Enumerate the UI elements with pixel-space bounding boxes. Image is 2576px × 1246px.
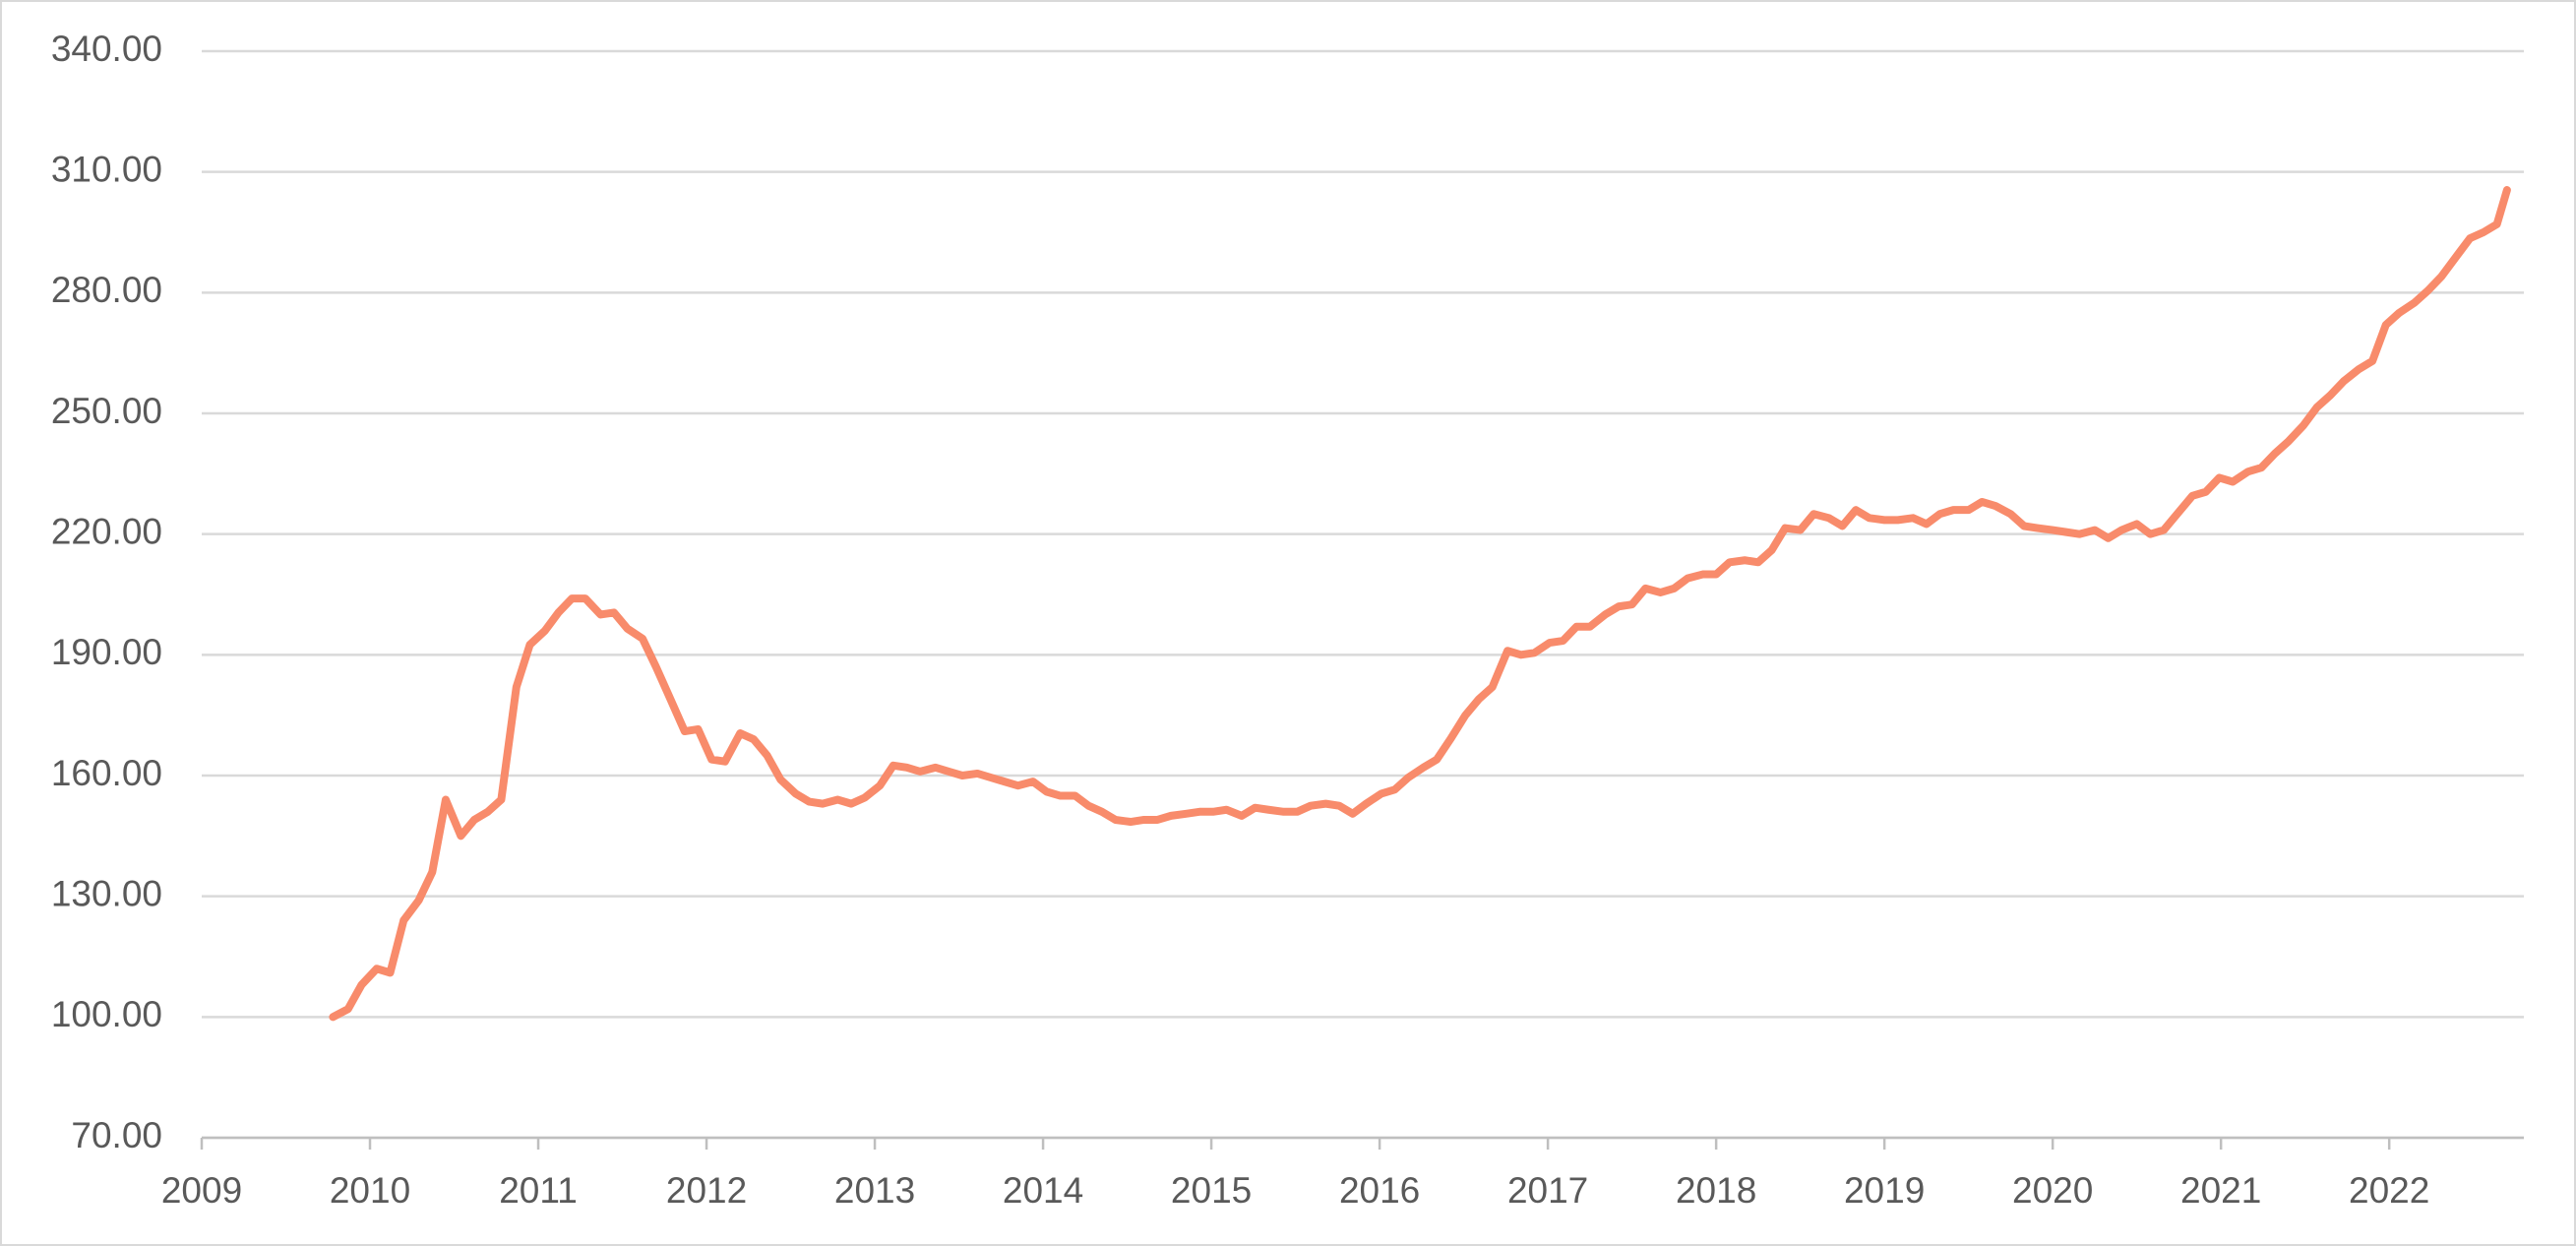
x-tick-label: 2017 (1507, 1170, 1588, 1211)
y-tick-label: 130.00 (51, 873, 162, 913)
x-tick-label: 2011 (499, 1170, 578, 1211)
x-tick-label: 2012 (666, 1170, 747, 1211)
y-tick-label: 340.00 (51, 29, 162, 69)
x-tick-label: 2018 (1676, 1170, 1756, 1211)
x-tick-label: 2019 (1844, 1170, 1925, 1211)
x-tick-label: 2010 (330, 1170, 410, 1211)
x-tick-label: 2020 (2012, 1170, 2093, 1211)
x-tick-label: 2016 (1339, 1170, 1420, 1211)
x-tick-label: 2009 (161, 1170, 242, 1211)
y-tick-label: 310.00 (51, 149, 162, 189)
y-tick-label: 280.00 (51, 270, 162, 310)
data-line (329, 186, 2511, 1022)
x-tick-label: 2021 (2180, 1170, 2261, 1211)
x-tick-label: 2014 (1003, 1170, 1083, 1211)
x-tick-label: 2015 (1171, 1170, 1252, 1211)
y-tick-label: 160.00 (51, 753, 162, 793)
x-tick-label: 2013 (834, 1170, 915, 1211)
y-tick-label: 220.00 (51, 511, 162, 551)
x-tick-label: 2022 (2349, 1170, 2429, 1211)
y-tick-label: 70.00 (71, 1115, 162, 1155)
y-tick-label: 250.00 (51, 391, 162, 431)
y-tick-label: 100.00 (51, 994, 162, 1034)
y-tick-label: 190.00 (51, 632, 162, 672)
